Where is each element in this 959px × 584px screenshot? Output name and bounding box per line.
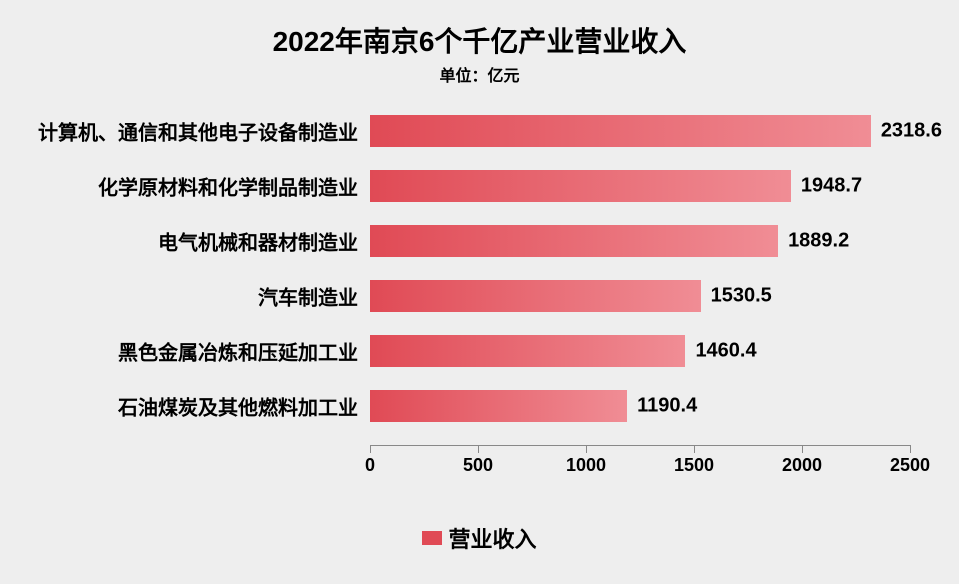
x-tick-label: 2000 xyxy=(782,455,822,476)
tick-line xyxy=(694,445,695,453)
bar xyxy=(370,170,791,202)
value-label: 2318.6 xyxy=(881,120,942,143)
tick-line xyxy=(802,445,803,453)
tick-line xyxy=(586,445,587,453)
legend-label: 营业收入 xyxy=(448,527,536,552)
x-tick-label: 500 xyxy=(463,455,493,476)
bar xyxy=(370,225,778,257)
bar-row: 化学原材料和化学制品制造业1948.7 xyxy=(370,170,910,202)
chart-subtitle: 单位：亿元 xyxy=(40,62,919,86)
x-tick-label: 2500 xyxy=(890,455,930,476)
x-axis: 05001000150020002500 xyxy=(370,455,910,485)
plot-area: 计算机、通信和其他电子设备制造业2318.6 化学原材料和化学制品制造业1948.… xyxy=(370,95,910,445)
value-label: 1460.4 xyxy=(695,340,756,363)
x-tick-label: 1000 xyxy=(566,455,606,476)
bar xyxy=(370,115,871,147)
legend: 营业收入 xyxy=(0,522,959,554)
bar-row: 电气机械和器材制造业1889.2 xyxy=(370,225,910,257)
title-block: 2022年南京6个千亿产业营业收入 单位：亿元 xyxy=(40,20,919,86)
value-label: 1889.2 xyxy=(788,230,849,253)
category-label: 石油煤炭及其他燃料加工业 xyxy=(118,392,358,421)
category-label: 化学原材料和化学制品制造业 xyxy=(98,172,358,201)
value-label: 1948.7 xyxy=(801,175,862,198)
bar-row: 汽车制造业1530.5 xyxy=(370,280,910,312)
tick-line xyxy=(370,445,371,453)
category-label: 计算机、通信和其他电子设备制造业 xyxy=(38,117,358,146)
legend-marker xyxy=(422,531,442,545)
bar xyxy=(370,280,701,312)
chart-title: 2022年南京6个千亿产业营业收入 xyxy=(40,20,919,60)
bar-row: 黑色金属冶炼和压延加工业1460.4 xyxy=(370,335,910,367)
category-label: 电气机械和器材制造业 xyxy=(158,227,358,256)
bar-row: 石油煤炭及其他燃料加工业1190.4 xyxy=(370,390,910,422)
category-label: 黑色金属冶炼和压延加工业 xyxy=(118,337,358,366)
tick-line xyxy=(910,445,911,453)
bar xyxy=(370,335,685,367)
x-tick-label: 1500 xyxy=(674,455,714,476)
value-label: 1530.5 xyxy=(711,285,772,308)
value-label: 1190.4 xyxy=(637,395,697,418)
x-tick-label: 0 xyxy=(365,455,375,476)
bar-row: 计算机、通信和其他电子设备制造业2318.6 xyxy=(370,115,910,147)
bar xyxy=(370,390,627,422)
tick-line xyxy=(478,445,479,453)
x-axis-line xyxy=(370,445,910,446)
category-label: 汽车制造业 xyxy=(258,282,358,311)
chart-container: 2022年南京6个千亿产业营业收入 单位：亿元 计算机、通信和其他电子设备制造业… xyxy=(0,0,959,584)
